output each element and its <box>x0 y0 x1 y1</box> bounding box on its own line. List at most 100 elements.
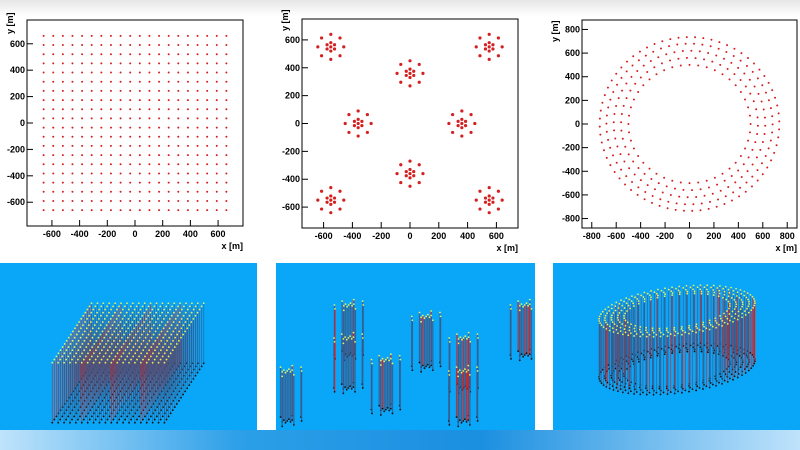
y-tick-label: -200 <box>562 143 580 153</box>
string-top <box>200 305 203 308</box>
data-point <box>474 45 478 49</box>
string-top <box>420 316 423 319</box>
data-point <box>719 63 722 66</box>
string-top <box>674 330 677 333</box>
data-point <box>90 53 93 56</box>
string-top <box>645 326 648 329</box>
string-top <box>119 311 122 314</box>
data-point <box>196 99 199 102</box>
string-top <box>457 371 460 373</box>
data-point <box>148 144 151 147</box>
data-point <box>775 144 778 147</box>
string-bottom <box>730 373 733 376</box>
string-bottom <box>287 418 290 421</box>
data-point <box>487 41 491 45</box>
string-top <box>82 314 85 317</box>
string-top <box>604 317 606 319</box>
data-point <box>737 66 740 69</box>
string-bottom <box>104 421 107 424</box>
string-top <box>522 305 525 308</box>
string-top <box>116 352 119 355</box>
data-point <box>42 99 45 102</box>
string-top <box>164 343 166 345</box>
data-point <box>177 181 180 184</box>
data-point <box>148 71 151 74</box>
string-bottom <box>458 419 461 421</box>
data-point <box>90 209 93 212</box>
data-point <box>61 62 64 65</box>
string-top <box>740 292 743 295</box>
data-point <box>81 154 84 157</box>
data-point <box>657 182 660 185</box>
data-point <box>713 69 716 72</box>
string-top <box>645 335 648 338</box>
data-point <box>637 59 640 62</box>
string-top <box>618 312 621 314</box>
string-top <box>88 314 91 317</box>
data-point <box>196 181 199 184</box>
string-top <box>663 295 666 298</box>
data-point <box>158 126 161 129</box>
data-point <box>177 44 180 47</box>
data-point <box>109 99 112 102</box>
string-top <box>652 331 655 334</box>
data-point <box>167 209 170 212</box>
data-point <box>225 209 228 212</box>
data-point <box>119 135 122 138</box>
data-point <box>616 83 619 86</box>
string-top <box>178 339 180 342</box>
y-tick-label: 0 <box>575 119 580 129</box>
x-axis-label: x [m] <box>775 243 797 253</box>
string-top <box>114 355 117 358</box>
string-top <box>77 330 80 333</box>
string-top <box>659 335 662 338</box>
string-top <box>137 311 140 314</box>
data-point <box>81 62 84 65</box>
data-point <box>659 47 662 50</box>
string-top <box>617 314 619 317</box>
data-point <box>332 43 337 47</box>
data-point <box>129 190 132 193</box>
string-top <box>106 305 109 308</box>
string-top <box>724 285 727 288</box>
data-point <box>609 146 612 149</box>
string-bottom <box>655 391 658 394</box>
string-top <box>116 343 119 345</box>
string-top <box>131 330 133 333</box>
data-point <box>129 181 132 184</box>
string-bottom <box>151 421 154 424</box>
data-point <box>100 44 103 47</box>
string-bottom <box>425 365 428 368</box>
data-point <box>460 134 464 138</box>
string-top <box>87 333 90 336</box>
data-point <box>748 114 751 117</box>
data-point <box>688 63 691 66</box>
string-bottom <box>114 415 117 418</box>
string-top <box>615 301 618 304</box>
string-top <box>671 294 674 296</box>
data-point <box>52 190 55 193</box>
string-top <box>104 308 107 311</box>
string-top <box>611 321 614 323</box>
string-bottom <box>340 383 343 386</box>
data-point <box>727 185 730 188</box>
string-top <box>750 309 753 312</box>
data-point <box>71 190 74 193</box>
string-top <box>138 355 140 358</box>
data-point <box>177 144 180 147</box>
string-top <box>608 310 610 312</box>
string-top <box>619 330 622 333</box>
string-bottom <box>110 421 113 424</box>
string-top <box>656 296 659 299</box>
data-point <box>167 108 170 111</box>
string-top <box>748 303 750 305</box>
string-bottom <box>178 399 180 402</box>
string-top <box>144 355 146 358</box>
string-top <box>169 352 172 355</box>
string-top <box>89 349 91 352</box>
data-point <box>42 53 45 56</box>
string-top <box>90 311 93 314</box>
data-point <box>215 34 218 37</box>
string-bottom <box>528 353 531 355</box>
data-point <box>719 189 722 192</box>
